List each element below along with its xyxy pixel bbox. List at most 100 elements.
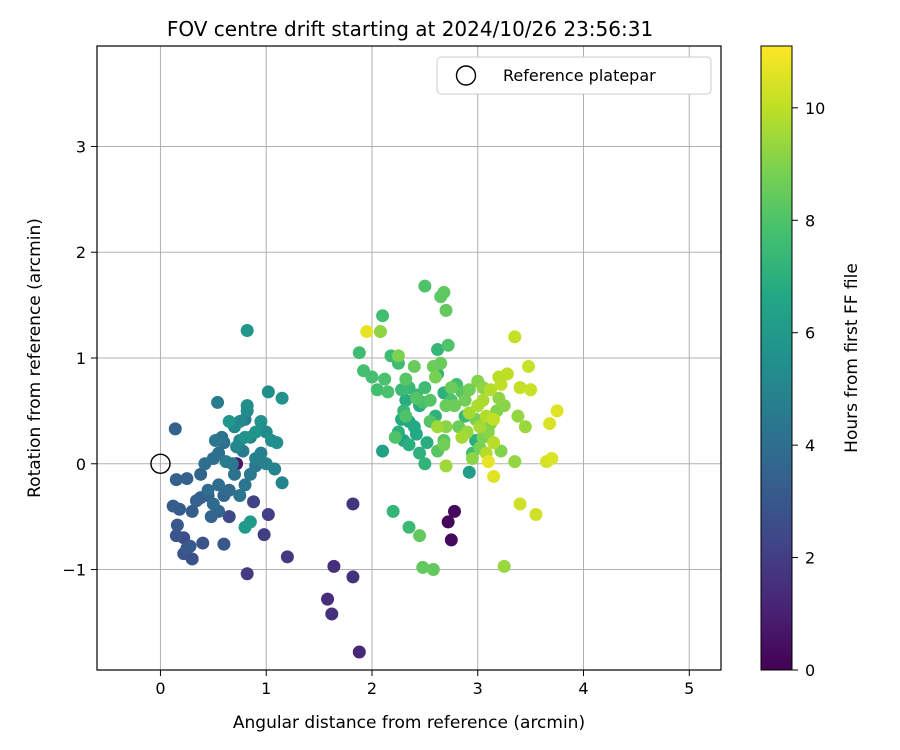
data-point [327, 559, 341, 573]
reference-layer [150, 453, 171, 474]
data-point [238, 430, 252, 444]
data-point [543, 417, 557, 431]
data-point [240, 399, 254, 413]
data-point [257, 528, 271, 542]
y-tick-label: 1 [76, 349, 86, 368]
chart-title: FOV centre drift starting at 2024/10/26 … [167, 17, 653, 41]
legend-entry-reference: Reference platepar [503, 66, 656, 85]
data-point [444, 533, 458, 547]
data-point [416, 560, 430, 574]
data-point [189, 494, 203, 508]
data-point [402, 438, 416, 452]
data-point [418, 381, 432, 395]
data-point [352, 346, 366, 360]
data-point [386, 504, 400, 518]
data-point [426, 563, 440, 577]
data-point [208, 433, 222, 447]
data-point [217, 537, 231, 551]
data-point [222, 414, 236, 428]
data-point [166, 499, 180, 513]
data-point [233, 488, 247, 502]
y-tick-label: 0 [76, 455, 86, 474]
x-tick-label: 3 [473, 679, 483, 698]
data-point [270, 436, 284, 450]
data-point [395, 383, 409, 397]
data-point [180, 472, 194, 486]
data-point [511, 409, 525, 423]
data-point [487, 436, 501, 450]
data-point [524, 383, 538, 397]
y-tick-label: 2 [76, 243, 86, 262]
data-point [418, 457, 432, 471]
data-point [222, 483, 236, 497]
data-point [431, 420, 445, 434]
colorbar-tick-label: 10 [805, 99, 825, 118]
x-tick-label: 0 [155, 679, 165, 698]
data-point [434, 290, 448, 304]
data-point [550, 404, 564, 418]
data-point [268, 462, 282, 476]
legend: Reference platepar [436, 56, 712, 95]
data-point [280, 550, 294, 564]
data-point [222, 510, 236, 524]
data-point [376, 444, 390, 458]
data-point [494, 444, 508, 458]
x-axis: 0 1 2 3 4 5 [155, 670, 694, 698]
data-point [183, 539, 197, 553]
x-tick-label: 5 [684, 679, 694, 698]
data-point [238, 478, 252, 492]
data-point [513, 381, 527, 395]
data-point [346, 570, 360, 584]
colorbar-ticks: 0 2 4 6 8 10 [792, 99, 825, 680]
data-point [240, 324, 254, 338]
data-point [447, 399, 461, 413]
colorbar-tick-label: 4 [805, 436, 815, 455]
data-point [219, 455, 233, 469]
data-point [462, 465, 476, 479]
data-point [420, 436, 434, 450]
x-tick-label: 1 [261, 679, 271, 698]
colorbar-label: Hours from first FF file [842, 263, 862, 453]
data-point [418, 279, 432, 293]
data-point [500, 367, 514, 381]
colorbar-tick-label: 8 [805, 211, 815, 230]
data-point [185, 504, 199, 518]
data-point [522, 359, 536, 373]
colorbar-tick-label: 0 [805, 661, 815, 680]
data-point [409, 391, 423, 405]
data-point [497, 559, 511, 573]
colorbar: 0 2 4 6 8 10 Hours from first FF file [760, 45, 862, 680]
data-point [481, 455, 495, 469]
y-axis-label: Rotation from reference (arcmin) [25, 218, 45, 498]
data-point [391, 349, 405, 363]
data-point [399, 372, 413, 386]
data-point [376, 309, 390, 323]
data-point [388, 430, 402, 444]
legend-box [436, 56, 712, 95]
data-point [346, 497, 360, 511]
data-point [487, 412, 501, 426]
colorbar-tick-label: 2 [805, 549, 815, 568]
data-point [169, 529, 183, 543]
data-point [196, 536, 210, 550]
x-axis-label: Angular distance from reference (arcmin) [233, 713, 585, 733]
data-point [441, 515, 455, 529]
data-point [247, 495, 261, 509]
x-tick-label: 2 [367, 679, 377, 698]
data-point [227, 467, 241, 481]
reference-platepar-marker [150, 453, 171, 474]
data-point [381, 385, 395, 399]
data-point [360, 325, 374, 339]
data-point [261, 508, 275, 522]
data-point [439, 459, 453, 473]
data-point [170, 518, 184, 532]
data-point [428, 370, 442, 384]
data-point [212, 446, 226, 460]
colorbar-tick-label: 6 [805, 324, 815, 343]
data-point [233, 414, 247, 428]
data-point [447, 504, 461, 518]
data-point [483, 383, 497, 397]
x-tick-label: 4 [578, 679, 588, 698]
data-point [437, 438, 451, 452]
